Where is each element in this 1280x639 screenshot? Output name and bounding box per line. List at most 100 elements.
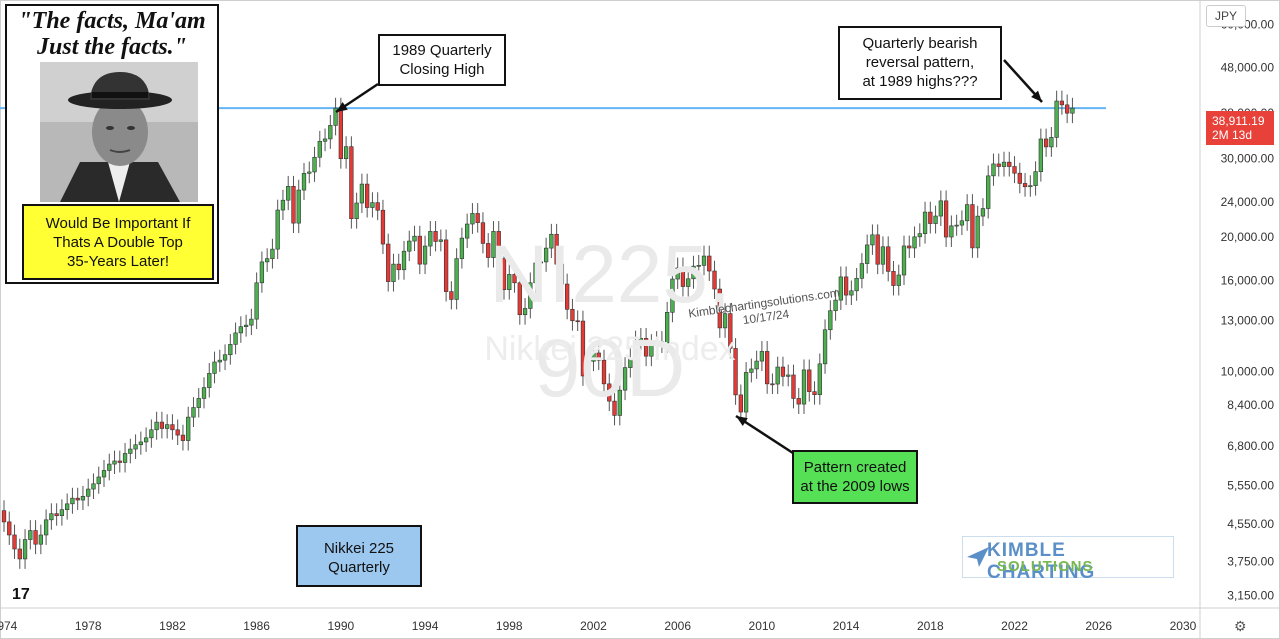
- last-price: 38,911.19: [1212, 114, 1265, 128]
- quote-line-2: Just the facts.": [37, 34, 187, 60]
- candle: [507, 274, 512, 290]
- candle: [422, 245, 428, 265]
- candle: [822, 329, 828, 365]
- y-tick-label: 16,000.00: [1221, 273, 1275, 287]
- arrows: [335, 59, 1043, 457]
- candle: [865, 244, 870, 264]
- candle: [1033, 171, 1038, 186]
- candle: [954, 224, 959, 227]
- candle: [396, 263, 401, 271]
- candle: [238, 326, 243, 334]
- pattern-callout: Pattern created at the 2009 lows: [792, 450, 918, 504]
- candle: [1017, 172, 1022, 184]
- candle: [1054, 100, 1059, 138]
- candle: [233, 332, 238, 345]
- x-tick-label: 1982: [159, 619, 186, 633]
- candle: [12, 534, 17, 550]
- quote-line-1: "The facts, Ma'am: [18, 8, 206, 34]
- candle: [517, 282, 522, 316]
- candle: [854, 278, 859, 292]
- candle: [580, 320, 586, 377]
- double-top-line-2: Thats A Double Top: [53, 234, 183, 251]
- candle: [301, 173, 307, 191]
- candle: [996, 163, 1001, 167]
- candle: [33, 530, 38, 545]
- candle: [943, 200, 949, 238]
- candle: [901, 245, 907, 276]
- candle: [70, 497, 75, 505]
- reversal-callout: Quarterly bearish reversal pattern, at 1…: [838, 26, 1002, 100]
- candle: [980, 208, 986, 217]
- y-tick-label: 30,000.00: [1221, 152, 1275, 166]
- candle: [454, 258, 459, 300]
- candle: [722, 313, 728, 329]
- index-line-1: Nikkei 225: [323, 540, 395, 557]
- x-tick-label: 2026: [1085, 619, 1112, 633]
- candle: [912, 236, 917, 249]
- candle: [212, 361, 217, 374]
- candle: [680, 267, 686, 287]
- gear-icon[interactable]: ⚙: [1234, 618, 1247, 634]
- candle: [65, 503, 70, 510]
- candle: [112, 460, 117, 465]
- candle: [596, 352, 601, 361]
- y-tick-label: 8,400.00: [1227, 398, 1274, 412]
- candle: [654, 341, 659, 345]
- closing-high-callout: 1989 Quarterly Closing High: [378, 34, 506, 86]
- candle: [991, 163, 996, 177]
- candle: [543, 247, 549, 263]
- candle: [243, 324, 249, 327]
- candle: [759, 351, 765, 362]
- candle: [149, 429, 154, 439]
- x-tick-label: 1986: [243, 619, 270, 633]
- candle: [228, 344, 233, 356]
- candle: [870, 234, 875, 246]
- candle: [401, 250, 407, 271]
- candle: [559, 263, 565, 285]
- candle: [217, 359, 222, 363]
- currency-button[interactable]: JPY: [1206, 5, 1246, 27]
- candle: [565, 283, 570, 310]
- candle: [54, 513, 59, 516]
- candle: [686, 278, 691, 287]
- candle: [670, 278, 675, 313]
- candle: [770, 383, 775, 386]
- candle: [728, 313, 733, 349]
- x-tick-label: 1990: [327, 619, 354, 633]
- candle: [533, 262, 538, 284]
- candle: [754, 360, 759, 370]
- candle: [638, 338, 643, 342]
- x-tick-label: 2022: [1001, 619, 1028, 633]
- candle: [617, 389, 622, 416]
- candle: [959, 220, 965, 226]
- watermark-symbol: NI225, 90D: [489, 229, 731, 414]
- candle: [254, 282, 259, 320]
- bar-countdown: 2M 13d: [1212, 128, 1253, 142]
- tradingview-logo[interactable]: 17: [12, 586, 30, 603]
- candle: [328, 125, 333, 140]
- candle: [743, 372, 749, 413]
- x-tick-label: 1994: [412, 619, 439, 633]
- candle: [443, 239, 449, 292]
- double-top-line-3: 35-Years Later!: [66, 253, 169, 270]
- candle: [312, 156, 317, 173]
- candle: [886, 246, 891, 272]
- candle: [501, 258, 507, 290]
- candle: [486, 243, 491, 258]
- candle: [1007, 161, 1012, 167]
- candle: [107, 463, 112, 471]
- candle: [717, 288, 722, 329]
- candle: [549, 233, 554, 249]
- y-tick-label: 3,150.00: [1227, 588, 1274, 602]
- candle: [333, 107, 338, 126]
- candle: [1001, 161, 1007, 167]
- candle: [407, 240, 412, 252]
- candle: [354, 202, 359, 219]
- candle: [1043, 138, 1049, 148]
- quote-text: "The facts, Ma'am Just the facts.": [7, 8, 217, 60]
- candle: [949, 225, 954, 238]
- logo-icon: [967, 547, 989, 567]
- index-line-2: Quarterly: [328, 559, 390, 576]
- candles: [1, 90, 1075, 569]
